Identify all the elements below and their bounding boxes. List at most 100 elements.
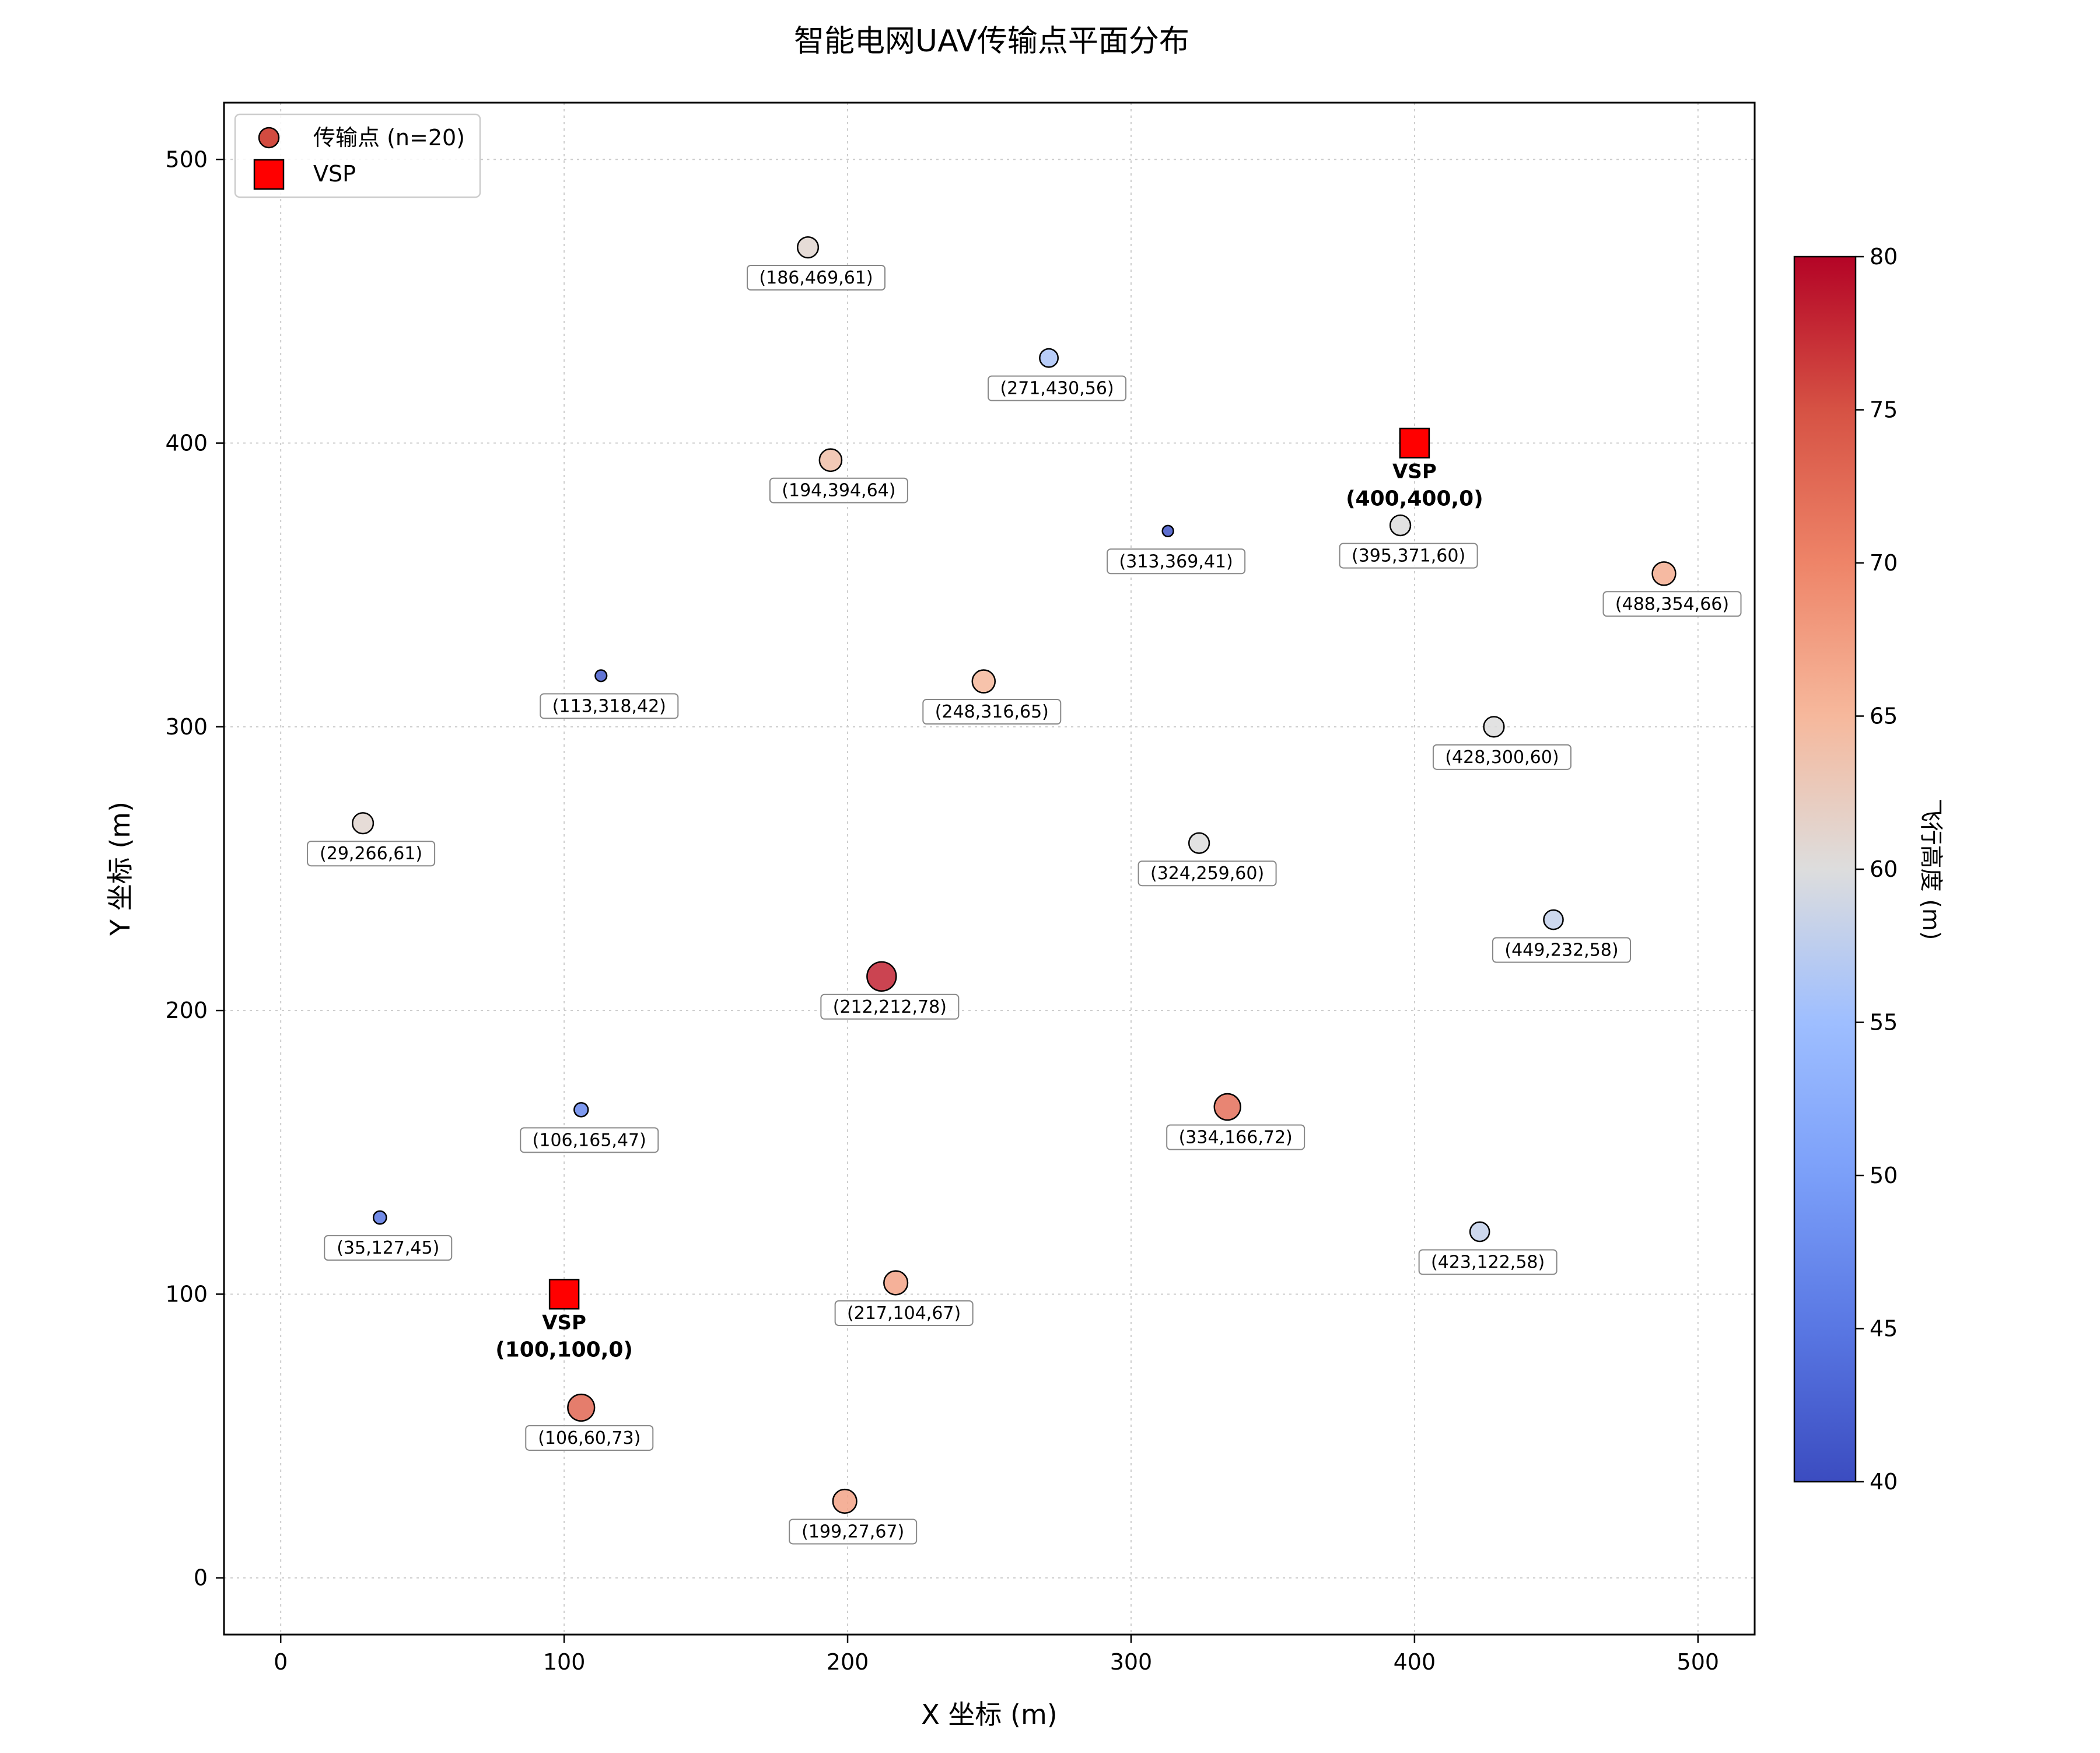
transmission-point — [1469, 1221, 1490, 1243]
transmission-point — [567, 1393, 596, 1422]
y-axis-title: Y 坐标 (m) — [104, 802, 136, 936]
colorbar-tick-label: 50 — [1870, 1163, 1898, 1188]
colorbar-tick-label: 70 — [1870, 550, 1898, 576]
y-tick-label: 200 — [165, 998, 208, 1023]
vsp-marker — [548, 1279, 580, 1310]
point-label: (29,266,61) — [320, 844, 422, 864]
data-points: (186,469,61) (271,430,56) (194,394,64) (313… — [307, 236, 1742, 1545]
point-label-box — [834, 1300, 974, 1326]
colorbar: 40 45 50 55 60 65 70 75 80 飞行高度 (m) — [1793, 244, 1944, 1495]
colorbar-ticks: 40 45 50 55 60 65 70 75 80 — [1856, 244, 1898, 1495]
transmission-point — [1651, 561, 1676, 586]
point-label-box — [1107, 548, 1246, 575]
colorbar-tick-label: 75 — [1870, 397, 1898, 423]
x-tick-label: 500 — [1677, 1649, 1720, 1675]
point-label-box — [1432, 744, 1572, 770]
point-label: (106,165,47) — [533, 1130, 646, 1150]
point-label-box — [1166, 1124, 1306, 1150]
point-label: (35,127,45) — [337, 1238, 439, 1258]
legend-label-transmission-points: 传输点 (n=20) — [313, 125, 465, 151]
point-label-box — [1418, 1249, 1558, 1275]
point-label-box — [747, 265, 886, 291]
x-tick-label: 100 — [543, 1649, 586, 1675]
point-label-box — [820, 993, 960, 1020]
vsp-name-label: VSP — [542, 1311, 586, 1334]
y-tick-label: 400 — [165, 431, 208, 456]
point-label: (324,259,60) — [1150, 863, 1264, 884]
legend-marker-transmission-points — [258, 127, 280, 149]
x-tick-label: 400 — [1394, 1649, 1436, 1675]
colorbar-tick-label: 40 — [1870, 1469, 1898, 1495]
transmission-point — [372, 1210, 387, 1225]
point-label-box — [520, 1127, 659, 1153]
point-label: (106,60,73) — [538, 1428, 640, 1448]
point-label-box — [1602, 591, 1742, 617]
point-label: (271,430,56) — [1000, 379, 1114, 399]
transmission-point — [1188, 832, 1210, 854]
colorbar-tick-label: 45 — [1870, 1316, 1898, 1342]
point-label: (428,300,60) — [1445, 747, 1559, 768]
transmission-point — [352, 812, 374, 835]
x-axis-title: X 坐标 (m) — [921, 1699, 1057, 1730]
transmission-point — [1039, 348, 1059, 368]
transmission-point — [1161, 524, 1174, 537]
y-tick-label: 0 — [194, 1565, 208, 1591]
point-label-box — [307, 841, 436, 867]
transmission-point — [796, 236, 820, 259]
y-tick-label: 500 — [165, 146, 208, 172]
point-label-box — [789, 1518, 918, 1545]
point-label: (199,27,67) — [802, 1521, 904, 1542]
grid-lines — [224, 103, 1755, 1635]
x-tick-label: 200 — [827, 1649, 869, 1675]
point-label: (313,369,41) — [1119, 551, 1233, 572]
colorbar-gradient — [1793, 256, 1857, 1483]
point-label-box — [1339, 543, 1478, 569]
transmission-point — [1543, 909, 1564, 930]
vsp-coord-label: (400,400,0) — [1346, 487, 1483, 511]
legend: 传输点 (n=20) VSP — [234, 113, 481, 198]
transmission-point — [832, 1488, 858, 1514]
vsp-coord-label: (100,100,0) — [495, 1338, 633, 1362]
point-label: (334,166,72) — [1179, 1127, 1293, 1147]
transmission-point — [1389, 514, 1412, 537]
point-label-box — [1138, 860, 1277, 887]
colorbar-title: 飞行高度 (m) — [1917, 799, 1944, 940]
point-label: (248,316,65) — [935, 702, 1049, 722]
legend-frame — [234, 113, 481, 198]
transmission-point — [818, 448, 843, 473]
point-label: (113,318,42) — [552, 696, 666, 716]
point-label: (449,232,58) — [1504, 940, 1618, 961]
x-tick-label: 0 — [274, 1649, 288, 1675]
point-label-box — [988, 375, 1127, 401]
colorbar-tick-label: 60 — [1870, 856, 1898, 882]
legend-label-vsp: VSP — [313, 161, 356, 187]
transmission-point — [971, 669, 996, 694]
point-label: (217,104,67) — [847, 1303, 961, 1324]
plot-area-frame — [223, 102, 1756, 1636]
point-label: (395,371,60) — [1352, 546, 1465, 566]
point-label: (488,354,66) — [1615, 594, 1729, 614]
legend-marker-vsp — [253, 159, 285, 190]
colorbar-tick-label: 55 — [1870, 1010, 1898, 1035]
point-label: (194,394,64) — [782, 481, 895, 501]
y-tick-label: 300 — [165, 714, 208, 740]
point-label-box — [525, 1425, 654, 1451]
y-tick-label: 100 — [165, 1281, 208, 1307]
transmission-point — [883, 1270, 909, 1296]
point-label-box — [922, 699, 1062, 725]
transmission-point — [573, 1102, 589, 1118]
point-label-box — [1492, 937, 1631, 963]
point-label-box — [540, 693, 679, 719]
transmission-point — [1213, 1093, 1241, 1121]
x-tick-label: 300 — [1110, 1649, 1153, 1675]
transmission-point — [594, 669, 608, 683]
point-label: (186,469,61) — [759, 268, 873, 288]
point-label-box — [769, 477, 908, 503]
colorbar-tick-label: 80 — [1870, 244, 1898, 270]
vsp-name-label: VSP — [1392, 460, 1437, 484]
point-label-box — [324, 1235, 453, 1261]
colorbar-tick-label: 65 — [1870, 704, 1898, 729]
point-label: (212,212,78) — [833, 997, 947, 1017]
